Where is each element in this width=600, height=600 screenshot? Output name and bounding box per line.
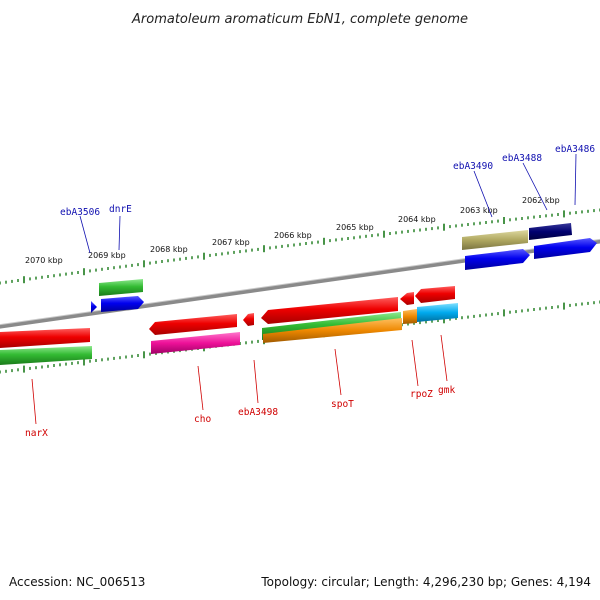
gene-ebA3486[interactable] [534,238,597,259]
label-spoT: spoT [331,399,354,410]
label-ebA3490: ebA3490 [453,161,493,172]
scale-label-2066: 2066 kbp [274,231,312,240]
gene-ebA3490[interactable] [462,230,528,250]
label-ebA3506: ebA3506 [60,207,100,218]
scale-label-2064: 2064 kbp [398,215,436,224]
gene-spoT[interactable] [261,297,398,324]
gene-blue-4[interactable] [465,249,530,270]
topology-summary: Topology: circular; Length: 4,296,230 bp… [260,575,591,589]
label-gmk: gmk [438,385,455,396]
gene-narX[interactable] [0,346,92,365]
gene-blue-2[interactable] [101,296,144,312]
scale-label-2063: 2063 kbp [460,206,498,215]
gene-ebA3498[interactable] [243,313,254,326]
gene-ebA3506[interactable] [91,301,97,313]
scale-label-2069: 2069 kbp [88,251,126,260]
gene-narX-red[interactable] [0,328,90,348]
scale-labels: 2070 kbp 2069 kbp 2068 kbp 2067 kbp 2066… [25,196,560,265]
scale-label-2068: 2068 kbp [150,245,188,254]
scale-label-2067: 2067 kbp [212,238,250,247]
gene-red-cho[interactable] [149,314,237,335]
label-dnrE: dnrE [109,204,132,215]
accession-text: Accession: NC_006513 [9,575,145,589]
gene-gmk-red[interactable] [415,286,455,303]
label-ebA3488: ebA3488 [502,153,542,164]
label-ebA3486: ebA3486 [555,144,595,155]
scale-label-2062: 2062 kbp [522,196,560,205]
gene-rpoZ-red[interactable] [400,292,414,305]
gene-dnrE[interactable] [99,279,143,296]
label-narX: narX [25,428,48,439]
map-title: Aromatoleum aromaticum EbN1, complete ge… [131,12,468,27]
outer-tick-track [0,208,600,285]
gene-ebA3488[interactable] [529,223,572,240]
scale-label-2065: 2065 kbp [336,223,374,232]
label-cho: cho [194,414,211,425]
gene-gmk[interactable] [417,303,458,322]
outer-gene-track [91,223,597,313]
gene-rpoZ[interactable] [403,309,417,324]
gene-cho[interactable] [151,332,240,354]
gene-labels: ebA3506 dnrE ebA3490 ebA3488 ebA3486 nar… [25,144,595,439]
scale-label-2070: 2070 kbp [25,256,63,265]
inner-gene-track [0,286,458,365]
label-ebA3498: ebA3498 [238,407,278,418]
gene-orange-spoT[interactable] [263,318,402,343]
label-leaders [31,153,577,425]
label-rpoZ: rpoZ [410,389,433,400]
